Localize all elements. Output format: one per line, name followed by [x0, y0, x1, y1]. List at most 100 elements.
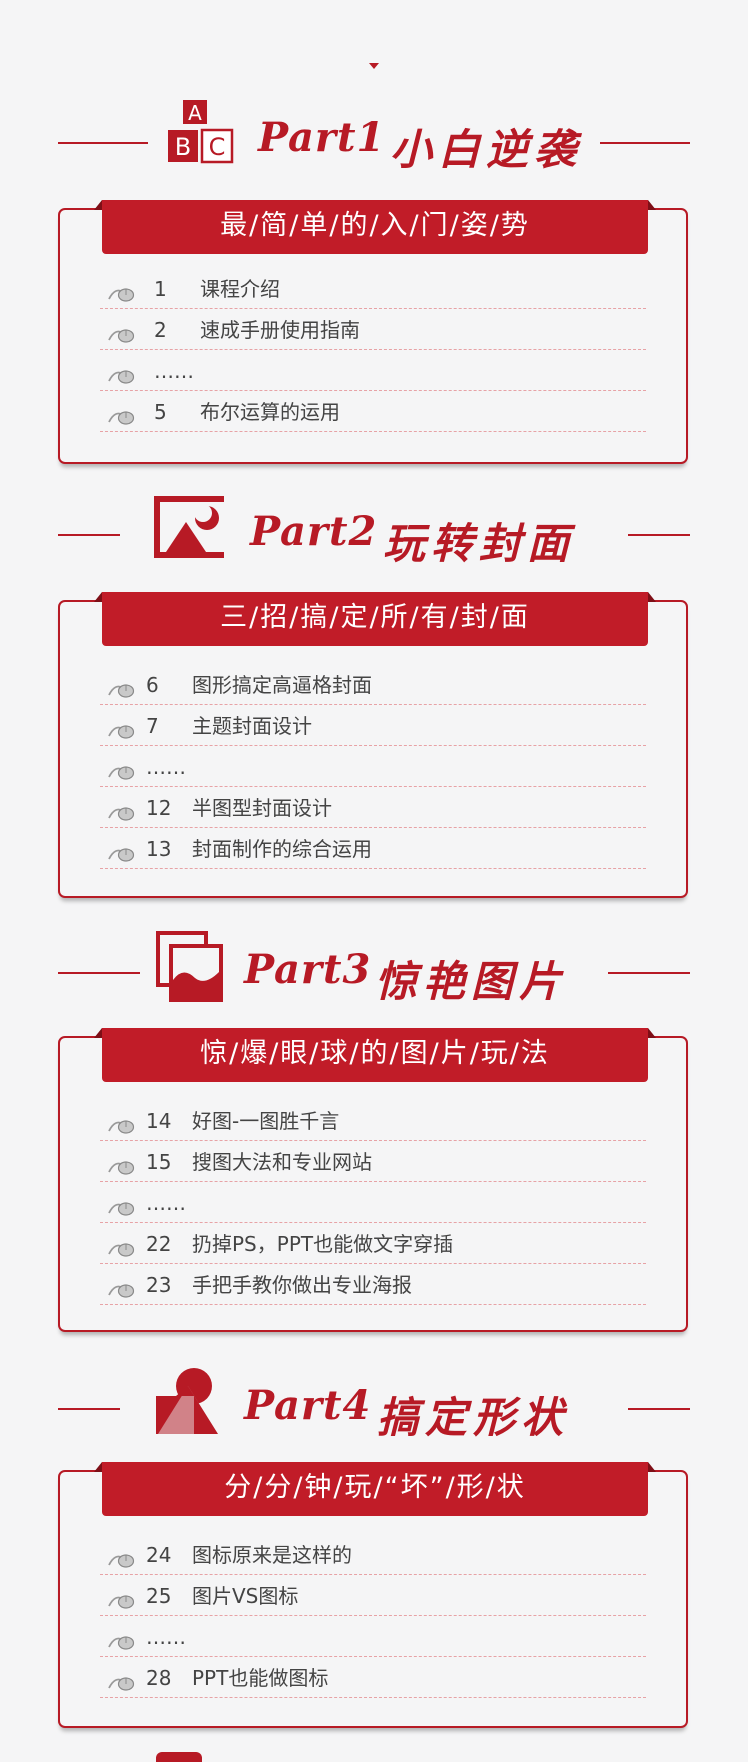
- list-item[interactable]: 25 图片VS图标: [100, 1575, 646, 1616]
- mouse-cursor-icon: [106, 1666, 136, 1708]
- mouse-cursor-icon: [106, 1109, 136, 1151]
- mouse-cursor-icon: [106, 755, 136, 797]
- list-item[interactable]: 6 图形搞定高逼格封面: [100, 664, 646, 705]
- section-heading-part4: Part4 搞定形状: [0, 1364, 748, 1454]
- lesson-name: 图形搞定高逼格封面: [192, 673, 372, 697]
- heading-rule-right: [628, 1408, 690, 1410]
- lesson-name: ……: [146, 1625, 186, 1649]
- lesson-name: ……: [146, 755, 186, 779]
- section-banner: 惊/爆/眼/球/的/图/片/玩/法: [94, 1028, 656, 1082]
- mouse-cursor-icon: [106, 277, 136, 319]
- list-item[interactable]: 12 半图型封面设计: [100, 787, 646, 828]
- mouse-cursor-icon: [106, 714, 136, 756]
- lesson-list: 6 图形搞定高逼格封面 7 主题封面设计 …… 12 半图型封面设计 13 封面…: [60, 664, 686, 869]
- lesson-number: 15: [146, 1150, 172, 1174]
- lesson-number: 14: [146, 1109, 172, 1133]
- part-label: Part1: [258, 114, 386, 161]
- list-item[interactable]: ……: [100, 1182, 646, 1223]
- lesson-name: ……: [146, 1191, 186, 1215]
- lesson-name: 图片VS图标: [192, 1584, 299, 1608]
- lesson-name: 封面制作的综合运用: [192, 837, 372, 861]
- list-item[interactable]: 22 扔掉PS，PPT也能做文字穿插: [100, 1223, 646, 1264]
- lesson-number: 6: [146, 673, 159, 697]
- list-item[interactable]: ……: [100, 1616, 646, 1657]
- lesson-number: 24: [146, 1543, 172, 1567]
- shapes-icon: [154, 1366, 224, 1442]
- lesson-number: 12: [146, 796, 172, 820]
- lesson-number: 5: [154, 400, 167, 424]
- lesson-name: 半图型封面设计: [192, 796, 332, 820]
- part-label: Part3: [244, 946, 372, 993]
- section-card-part4: 分/分/钟/玩/“坏”/形/状 24 图标原来是这样的 25 图片VS图标 ………: [58, 1462, 688, 1728]
- part-label: Part2: [250, 508, 378, 555]
- section-title: 小白逆袭: [390, 125, 583, 174]
- list-item[interactable]: 23 手把手教你做出专业海报: [100, 1264, 646, 1305]
- mouse-cursor-icon: [106, 359, 136, 401]
- section-title: 玩转封面: [383, 519, 576, 568]
- lesson-name: 扔掉PS，PPT也能做文字穿插: [192, 1232, 454, 1256]
- section-banner: 最/简/单/的/入/门/姿/势: [94, 200, 656, 254]
- mouse-cursor-icon: [106, 1232, 136, 1274]
- list-item[interactable]: 7 主题封面设计: [100, 705, 646, 746]
- list-item[interactable]: 28 PPT也能做图标: [100, 1657, 646, 1698]
- lesson-number: 22: [146, 1232, 172, 1256]
- list-item[interactable]: 2 速成手册使用指南: [100, 309, 646, 350]
- lesson-number: 7: [146, 714, 159, 738]
- lesson-number: 28: [146, 1666, 172, 1690]
- lesson-list: 1 课程介绍 2 速成手册使用指南 …… 5 布尔运算的运用: [60, 268, 686, 432]
- section-card-part2: 三/招/搞/定/所/有/封/面 6 图形搞定高逼格封面 7 主题封面设计 …… …: [58, 592, 688, 898]
- list-item[interactable]: ……: [100, 350, 646, 391]
- list-item[interactable]: 1 课程介绍: [100, 268, 646, 309]
- section-card-part3: 惊/爆/眼/球/的/图/片/玩/法 14 好图-一图胜千言 15 搜图大法和专业…: [58, 1028, 688, 1332]
- mouse-cursor-icon: [106, 318, 136, 360]
- list-item[interactable]: 15 搜图大法和专业网站: [100, 1141, 646, 1182]
- section-banner: 分/分/钟/玩/“坏”/形/状: [94, 1462, 656, 1516]
- lesson-name: 手把手教你做出专业海报: [192, 1273, 412, 1297]
- section-card-part1: 最/简/单/的/入/门/姿/势 1 课程介绍 2 速成手册使用指南 …… 5 布…: [58, 200, 688, 464]
- lesson-name: 好图-一图胜千言: [192, 1109, 340, 1133]
- next-section-icon: [156, 1752, 202, 1762]
- heading-rule-left: [58, 142, 148, 144]
- list-item[interactable]: 24 图标原来是这样的: [100, 1534, 646, 1575]
- section-title: 搞定形状: [377, 1393, 570, 1442]
- lesson-name: 速成手册使用指南: [200, 318, 360, 342]
- mouse-cursor-icon: [106, 1273, 136, 1315]
- mouse-cursor-icon: [106, 1625, 136, 1667]
- svg-text:A: A: [188, 101, 202, 125]
- heading-rule-left: [58, 1408, 120, 1410]
- list-item[interactable]: 5 布尔运算的运用: [100, 391, 646, 432]
- heading-rule-left: [58, 534, 120, 536]
- lesson-list: 24 图标原来是这样的 25 图片VS图标 …… 28 PPT也能做图标: [60, 1534, 686, 1698]
- lesson-name: 主题封面设计: [192, 714, 312, 738]
- scroll-down-indicator-icon: [369, 63, 379, 69]
- lesson-name: PPT也能做图标: [192, 1666, 329, 1690]
- section-heading-part1: A B C Part1 小白逆袭: [0, 98, 748, 188]
- section-banner: 三/招/搞/定/所/有/封/面: [94, 592, 656, 646]
- mouse-cursor-icon: [106, 837, 136, 879]
- section-heading-part3: Part3 惊艳图片: [0, 928, 748, 1018]
- part-label: Part4: [244, 1382, 372, 1429]
- mouse-cursor-icon: [106, 1150, 136, 1192]
- lesson-number: 1: [154, 277, 167, 301]
- lesson-name: ……: [154, 359, 194, 383]
- heading-rule-left: [58, 972, 140, 974]
- section-heading-part2: Part2 玩转封面: [0, 490, 748, 580]
- mouse-cursor-icon: [106, 1543, 136, 1585]
- lesson-name: 课程介绍: [200, 277, 280, 301]
- section-title: 惊艳图片: [375, 957, 568, 1006]
- lesson-number: 13: [146, 837, 172, 861]
- list-item[interactable]: 14 好图-一图胜千言: [100, 1100, 646, 1141]
- lesson-number: 25: [146, 1584, 172, 1608]
- stacked-pictures-icon: [155, 930, 225, 1008]
- list-item[interactable]: 13 封面制作的综合运用: [100, 828, 646, 869]
- svg-text:C: C: [209, 133, 226, 161]
- lesson-name: 搜图大法和专业网站: [192, 1150, 372, 1174]
- lesson-number: 2: [154, 318, 167, 342]
- list-item[interactable]: ……: [100, 746, 646, 787]
- lesson-name: 布尔运算的运用: [200, 400, 340, 424]
- mouse-cursor-icon: [106, 1191, 136, 1233]
- mouse-cursor-icon: [106, 673, 136, 715]
- mouse-cursor-icon: [106, 1584, 136, 1626]
- abc-blocks-icon: A B C: [165, 98, 237, 174]
- lesson-number: 23: [146, 1273, 172, 1297]
